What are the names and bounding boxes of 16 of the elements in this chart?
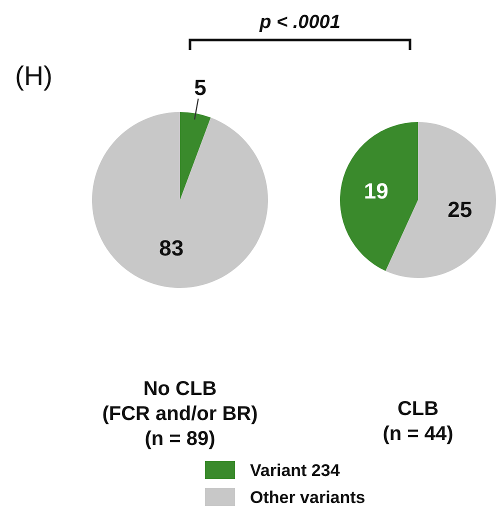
data-label: 25 xyxy=(448,196,472,222)
text: (H) xyxy=(15,61,52,91)
pie-slice xyxy=(340,122,418,271)
text: CLB xyxy=(397,398,439,420)
text: No CLB (FCR and/or BR) xyxy=(102,378,258,425)
legend-label: Variant 234 xyxy=(250,460,340,480)
text: (n = 44) xyxy=(382,423,454,445)
pie-slice xyxy=(180,112,211,200)
data-label: 19 xyxy=(364,178,388,204)
pie-slice xyxy=(386,122,496,278)
text: (n = 89) xyxy=(144,428,216,450)
pie-slice xyxy=(92,112,268,288)
data-label: 83 xyxy=(159,235,184,260)
data-label: 5 xyxy=(194,75,206,100)
text: p < .0001 xyxy=(258,12,340,33)
legend-label: Other variants xyxy=(250,488,366,507)
